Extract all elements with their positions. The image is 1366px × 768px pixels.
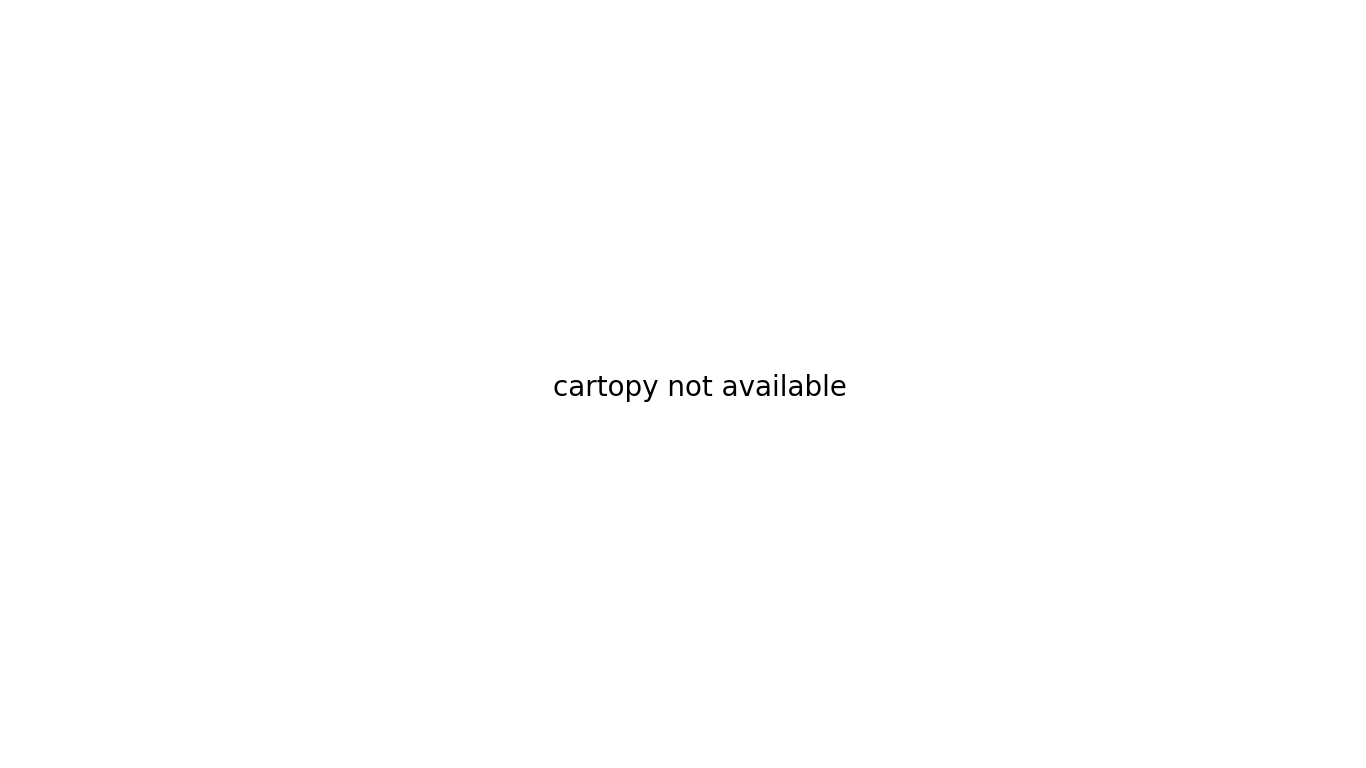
Text: cartopy not available: cartopy not available [553,374,847,402]
